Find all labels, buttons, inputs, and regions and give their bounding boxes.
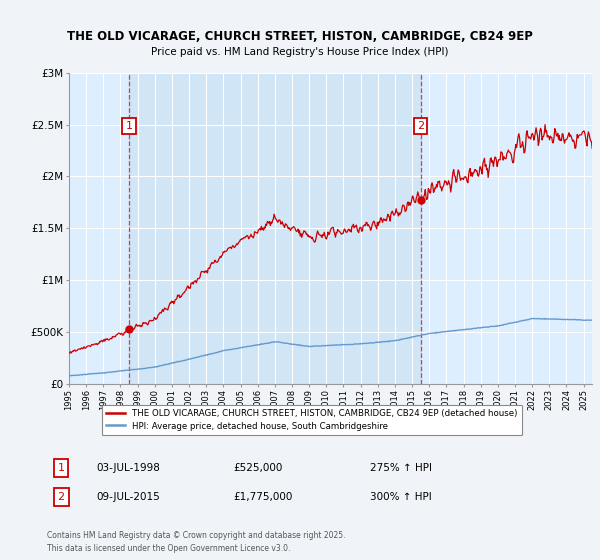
- Text: 1: 1: [58, 463, 65, 473]
- Text: 2: 2: [417, 120, 424, 130]
- Text: £525,000: £525,000: [233, 463, 283, 473]
- Text: 09-JUL-2015: 09-JUL-2015: [97, 492, 160, 502]
- Bar: [129, 73, 421, 384]
- Text: THE OLD VICARAGE, CHURCH STREET, HISTON, CAMBRIDGE, CB24 9EP: THE OLD VICARAGE, CHURCH STREET, HISTON,…: [67, 30, 533, 43]
- Text: 03-JUL-1998: 03-JUL-1998: [97, 463, 160, 473]
- Legend: THE OLD VICARAGE, CHURCH STREET, HISTON, CAMBRIDGE, CB24 9EP (detached house), H: THE OLD VICARAGE, CHURCH STREET, HISTON,…: [101, 405, 523, 435]
- Text: 275% ↑ HPI: 275% ↑ HPI: [370, 463, 431, 473]
- Text: £1,775,000: £1,775,000: [233, 492, 292, 502]
- Text: 2: 2: [58, 492, 65, 502]
- Text: Contains HM Land Registry data © Crown copyright and database right 2025.
This d: Contains HM Land Registry data © Crown c…: [47, 531, 346, 553]
- Text: 1: 1: [125, 120, 133, 130]
- Text: Price paid vs. HM Land Registry's House Price Index (HPI): Price paid vs. HM Land Registry's House …: [151, 46, 449, 57]
- Text: 300% ↑ HPI: 300% ↑ HPI: [370, 492, 431, 502]
